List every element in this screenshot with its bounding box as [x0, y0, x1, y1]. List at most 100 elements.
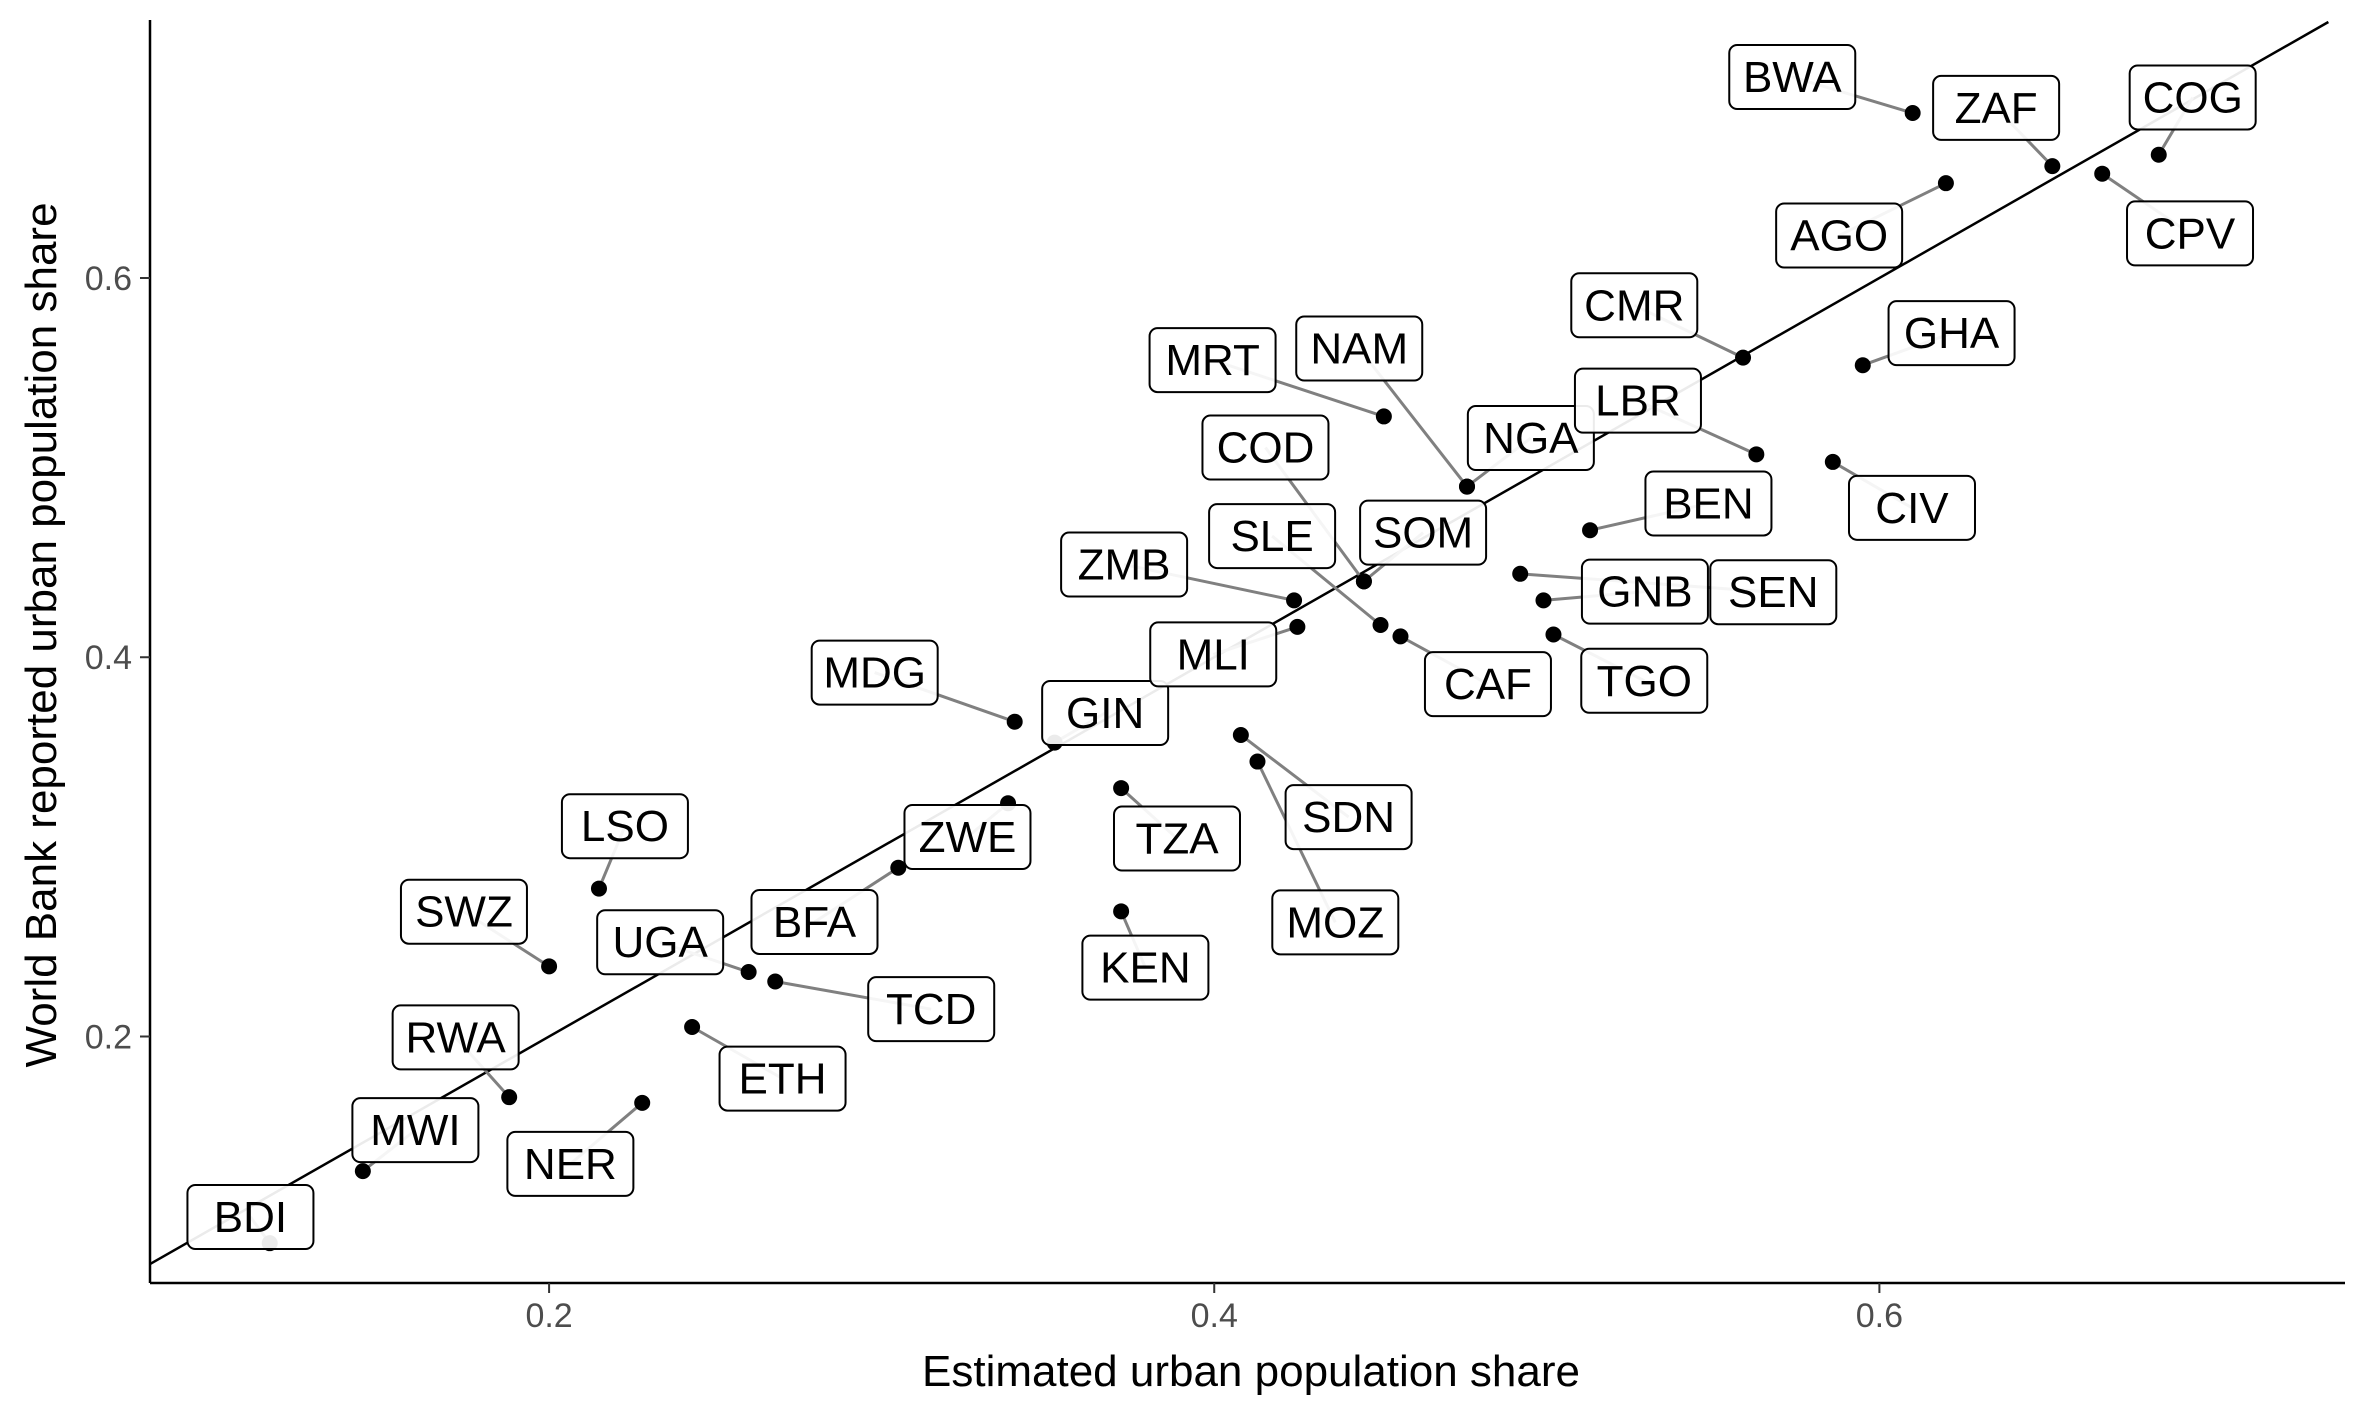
data-point	[740, 964, 757, 981]
point-label: ZWE	[919, 813, 1017, 862]
data-point	[1232, 726, 1249, 743]
point-label-box	[2128, 64, 2257, 131]
data-point	[890, 859, 907, 876]
data-point	[1372, 617, 1389, 634]
point-label: GHA	[1904, 309, 2000, 358]
y-tick-label: 0.2	[85, 1018, 132, 1056]
data-point	[501, 1089, 518, 1106]
point-label-box	[1060, 531, 1189, 598]
data-point	[590, 880, 607, 897]
point-label-box	[1112, 805, 1241, 872]
point-label-box	[718, 1045, 847, 1112]
data-point	[2150, 146, 2167, 163]
point-label: CMR	[1584, 281, 1684, 330]
point-label: SWZ	[415, 888, 513, 937]
data-point	[1113, 780, 1130, 797]
point-label-box	[351, 1097, 480, 1164]
point-label-box	[1573, 367, 1702, 434]
point-label-box	[1208, 503, 1337, 570]
point-label-box	[1775, 202, 1904, 269]
point-label: LBR	[1595, 377, 1681, 426]
data-point	[1748, 446, 1765, 463]
point-label: MRT	[1165, 336, 1260, 385]
point-label: GIN	[1066, 689, 1144, 738]
data-point	[2094, 165, 2111, 182]
data-point	[1392, 628, 1409, 645]
y-tick-label: 0.4	[85, 639, 132, 677]
x-axis-title: Estimated urban population share	[922, 1347, 1580, 1396]
data-point	[1459, 478, 1475, 495]
point-label-box	[186, 1184, 315, 1251]
point-label-box	[867, 976, 996, 1043]
point-label-box	[810, 639, 939, 706]
data-point	[1355, 573, 1372, 590]
data-point	[1582, 522, 1599, 539]
data-point	[1904, 105, 1921, 122]
y-tick-label: 0.6	[85, 260, 132, 298]
point-label-box	[399, 878, 528, 945]
point-label-box	[1081, 934, 1210, 1001]
data-point	[1854, 357, 1871, 374]
point-label-box	[1148, 327, 1277, 394]
point-label-box	[1466, 405, 1595, 472]
point-label: MOZ	[1286, 898, 1384, 947]
point-label: CAF	[1444, 660, 1532, 709]
point-label-box	[1041, 679, 1170, 746]
point-label-box	[1728, 43, 1857, 110]
point-label-box	[506, 1130, 635, 1197]
point-label-box	[1423, 651, 1552, 718]
point-label: COD	[1217, 424, 1315, 473]
point-label: SOM	[1373, 509, 1473, 558]
point-label: SLE	[1231, 512, 1314, 561]
point-label: ZMB	[1078, 541, 1171, 590]
point-label-box	[391, 1004, 520, 1071]
point-label: MDG	[823, 649, 926, 698]
point-label-box	[1887, 300, 2016, 367]
point-label-box	[2126, 200, 2255, 267]
point-label-box	[903, 804, 1032, 871]
data-point	[1824, 453, 1841, 470]
point-label-box	[1149, 621, 1278, 688]
point-label: RWA	[406, 1013, 507, 1062]
point-label-box	[1932, 74, 2061, 141]
point-label: MLI	[1177, 630, 1250, 679]
point-label-box	[1847, 474, 1976, 541]
point-label-box	[1644, 470, 1773, 537]
data-point	[1375, 408, 1392, 425]
point-label: NGA	[1483, 414, 1579, 463]
point-label: LSO	[581, 802, 669, 851]
point-label-box	[1295, 315, 1424, 382]
point-label-box	[1271, 889, 1400, 956]
point-label-box	[1284, 784, 1413, 851]
point-label: TCD	[886, 985, 976, 1034]
data-point	[1113, 903, 1130, 920]
point-label-box	[1359, 499, 1488, 566]
data-point	[1006, 713, 1023, 730]
point-label-box	[750, 888, 879, 955]
x-tick-label: 0.4	[1191, 1297, 1238, 1335]
data-point	[1289, 618, 1306, 635]
point-label: NER	[524, 1140, 617, 1189]
data-point	[2044, 158, 2061, 175]
point-label-box	[1580, 558, 1709, 625]
point-label: TGO	[1597, 657, 1692, 706]
x-tick-label: 0.6	[1856, 1297, 1903, 1335]
plot-area: 0.2 0.4 0.6 0.2 0.4 0.6 BDI MWI NER RWA ETH SWZ LSO U…	[85, 20, 2345, 1335]
data-point	[1735, 349, 1752, 366]
point-label: CPV	[2145, 209, 2236, 258]
point-label-box	[596, 909, 725, 976]
point-label: BDI	[214, 1193, 287, 1242]
data-point	[1512, 565, 1529, 582]
point-label: BEN	[1663, 479, 1753, 528]
point-label: BFA	[773, 898, 857, 947]
point-label: KEN	[1100, 944, 1190, 993]
data-point	[1937, 175, 1954, 192]
data-point	[541, 958, 558, 975]
data-point	[1286, 592, 1303, 609]
point-label: TZA	[1135, 815, 1219, 864]
data-point	[1545, 626, 1562, 643]
point-label: UGA	[612, 918, 708, 967]
point-label: GNB	[1597, 568, 1692, 617]
point-label-box	[1570, 272, 1699, 339]
